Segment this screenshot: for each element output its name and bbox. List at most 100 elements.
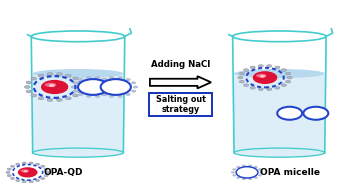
Circle shape	[49, 84, 55, 87]
FancyBboxPatch shape	[149, 93, 212, 116]
Circle shape	[18, 167, 38, 177]
Circle shape	[281, 69, 286, 71]
Text: Adding NaCl: Adding NaCl	[151, 60, 210, 69]
Circle shape	[41, 165, 45, 167]
Circle shape	[255, 177, 257, 179]
Circle shape	[35, 163, 40, 165]
Circle shape	[239, 72, 244, 75]
Ellipse shape	[234, 148, 325, 157]
Circle shape	[65, 74, 71, 77]
Circle shape	[47, 98, 53, 101]
Circle shape	[236, 167, 258, 178]
Ellipse shape	[256, 74, 266, 78]
Circle shape	[109, 90, 113, 92]
Circle shape	[44, 174, 48, 177]
Circle shape	[126, 78, 130, 81]
FancyArrow shape	[150, 76, 211, 88]
Circle shape	[79, 85, 85, 88]
Circle shape	[239, 80, 244, 83]
Circle shape	[286, 72, 291, 75]
Circle shape	[126, 93, 130, 96]
Circle shape	[65, 97, 71, 100]
Circle shape	[244, 69, 249, 71]
Circle shape	[255, 166, 257, 168]
Circle shape	[73, 94, 78, 97]
Circle shape	[258, 65, 263, 67]
Circle shape	[134, 86, 138, 88]
Circle shape	[131, 90, 136, 92]
Circle shape	[26, 90, 32, 93]
Circle shape	[79, 78, 83, 81]
Circle shape	[109, 95, 113, 97]
Ellipse shape	[21, 169, 29, 172]
Circle shape	[16, 163, 20, 165]
Circle shape	[73, 77, 78, 80]
Circle shape	[267, 88, 272, 91]
Circle shape	[6, 171, 10, 174]
Circle shape	[109, 77, 113, 79]
Circle shape	[29, 162, 33, 164]
Circle shape	[29, 180, 33, 183]
Circle shape	[41, 80, 68, 94]
Circle shape	[71, 86, 75, 88]
Circle shape	[78, 79, 108, 95]
Circle shape	[95, 95, 100, 97]
Circle shape	[57, 73, 62, 76]
Circle shape	[87, 95, 91, 97]
Ellipse shape	[45, 83, 56, 87]
Circle shape	[250, 87, 255, 89]
Ellipse shape	[32, 69, 123, 78]
Circle shape	[303, 107, 328, 120]
Circle shape	[22, 180, 26, 183]
Circle shape	[238, 76, 243, 79]
Circle shape	[103, 93, 108, 96]
Circle shape	[118, 77, 122, 79]
Circle shape	[118, 95, 122, 97]
Circle shape	[25, 85, 30, 88]
Circle shape	[260, 172, 263, 173]
Circle shape	[277, 107, 302, 120]
Bar	[234, 74, 325, 153]
Circle shape	[250, 66, 255, 69]
Circle shape	[275, 87, 280, 89]
Bar	[32, 74, 123, 153]
Circle shape	[87, 77, 91, 79]
Circle shape	[44, 168, 48, 170]
Circle shape	[10, 165, 15, 167]
Circle shape	[131, 82, 136, 84]
Circle shape	[7, 168, 11, 170]
Circle shape	[96, 82, 100, 84]
Circle shape	[258, 174, 261, 176]
Circle shape	[275, 66, 280, 69]
Circle shape	[95, 77, 100, 79]
Circle shape	[267, 65, 272, 67]
Circle shape	[35, 180, 40, 182]
Circle shape	[23, 170, 28, 172]
Circle shape	[73, 90, 78, 92]
Circle shape	[260, 75, 265, 78]
Circle shape	[78, 81, 83, 84]
Circle shape	[47, 73, 53, 76]
Circle shape	[31, 94, 36, 97]
Circle shape	[38, 97, 44, 100]
Circle shape	[79, 93, 83, 96]
Circle shape	[101, 93, 106, 96]
Circle shape	[253, 71, 277, 84]
Circle shape	[45, 171, 49, 174]
Text: OPA micelle: OPA micelle	[260, 168, 319, 177]
Circle shape	[286, 80, 291, 83]
Circle shape	[287, 76, 292, 79]
Circle shape	[231, 172, 234, 173]
Circle shape	[242, 165, 245, 167]
Circle shape	[244, 84, 249, 87]
Text: Salting out
strategy: Salting out strategy	[156, 95, 205, 114]
Circle shape	[258, 88, 263, 91]
Circle shape	[16, 180, 20, 182]
Circle shape	[78, 90, 83, 93]
Circle shape	[258, 169, 261, 170]
Text: OPA-QD: OPA-QD	[43, 168, 83, 177]
Circle shape	[31, 77, 36, 80]
Circle shape	[111, 86, 115, 88]
Circle shape	[103, 78, 108, 81]
Circle shape	[236, 166, 240, 168]
